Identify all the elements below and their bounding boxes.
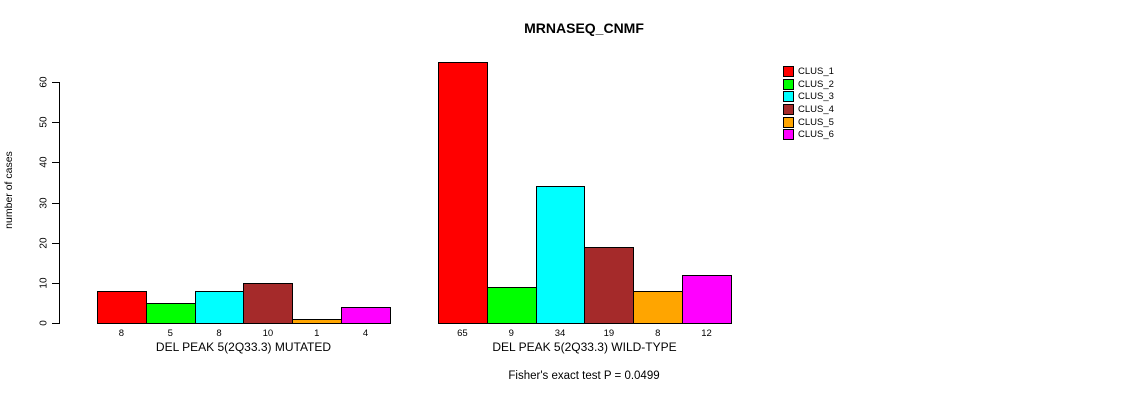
bar-clus_6	[682, 274, 732, 324]
bar-value-label: 65	[457, 328, 468, 339]
bar-value-label: 12	[701, 328, 712, 339]
legend-label: CLUS_3	[798, 91, 834, 103]
bar-value-label: 8	[118, 328, 125, 339]
legend-swatch	[783, 66, 794, 77]
legend-item: CLUS_2	[783, 78, 834, 90]
legend-label: CLUS_5	[798, 116, 834, 128]
legend-label: CLUS_4	[798, 104, 834, 116]
legend-label: CLUS_6	[798, 129, 834, 141]
y-tick	[52, 282, 59, 284]
legend-item: CLUS_3	[783, 91, 834, 103]
group-label: DEL PEAK 5(2Q33.3) WILD-TYPE	[492, 340, 677, 354]
y-tick	[52, 323, 59, 324]
bar-value-label: 1	[314, 328, 320, 339]
bar-clus_4	[584, 246, 635, 324]
y-tick-label: 30	[38, 196, 50, 209]
y-tick	[52, 202, 59, 204]
legend-item: CLUS_1	[783, 66, 834, 77]
y-tick-label: 40	[38, 156, 50, 168]
bar-clus_1	[438, 61, 488, 324]
bar-value-label: 9	[508, 328, 514, 339]
y-tick	[52, 122, 59, 124]
y-tick-label: 20	[38, 237, 50, 249]
y-tick-label: 0	[38, 320, 50, 326]
bar-clus_4	[243, 282, 294, 324]
legend-swatch	[783, 78, 794, 90]
bar-clus_5	[292, 318, 343, 324]
y-tick	[52, 82, 59, 83]
legend-swatch	[783, 129, 794, 141]
group-label: DEL PEAK 5(2Q33.3) MUTATED	[155, 340, 332, 354]
legend: CLUS_1 CLUS_2 CLUS_3 CLUS_4 CLUS_5 CLUS_6	[783, 66, 834, 142]
legend-label: CLUS_2	[798, 78, 834, 90]
y-tick-label: 50	[38, 116, 50, 128]
bar-value-label: 34	[554, 328, 566, 339]
legend-item: CLUS_4	[783, 104, 834, 116]
legend-swatch	[783, 116, 794, 128]
bar-clus_2	[486, 286, 537, 324]
bar-clus_3	[194, 290, 245, 324]
fisher-annotation: Fisher's exact test P = 0.0499	[508, 370, 660, 382]
legend-label: CLUS_1	[798, 66, 834, 77]
legend-swatch	[783, 91, 794, 103]
y-tick	[52, 162, 59, 164]
bar-value-label: 8	[216, 328, 222, 339]
bar-value-label: 10	[262, 328, 274, 339]
bar-clus_1	[97, 290, 147, 324]
legend-item: CLUS_6	[783, 129, 834, 141]
legend-item: CLUS_5	[783, 116, 834, 128]
bar-clus_5	[633, 290, 684, 324]
y-tick	[52, 242, 59, 244]
y-axis-label: number of cases	[3, 151, 15, 229]
bar-clus_6	[341, 306, 391, 324]
bar-value-label: 5	[167, 328, 173, 339]
bar-value-label: 4	[362, 328, 369, 339]
legend-swatch	[783, 104, 794, 116]
bar-clus_3	[535, 186, 586, 324]
bar-value-label: 8	[655, 328, 661, 339]
y-tick-label: 10	[38, 277, 50, 289]
bar-clus_2	[145, 302, 196, 324]
y-axis-line	[59, 82, 60, 324]
bar-value-label: 19	[603, 328, 615, 339]
chart-title: MRNASEQ_CNMF	[524, 20, 644, 36]
y-tick-label: 60	[38, 76, 50, 88]
